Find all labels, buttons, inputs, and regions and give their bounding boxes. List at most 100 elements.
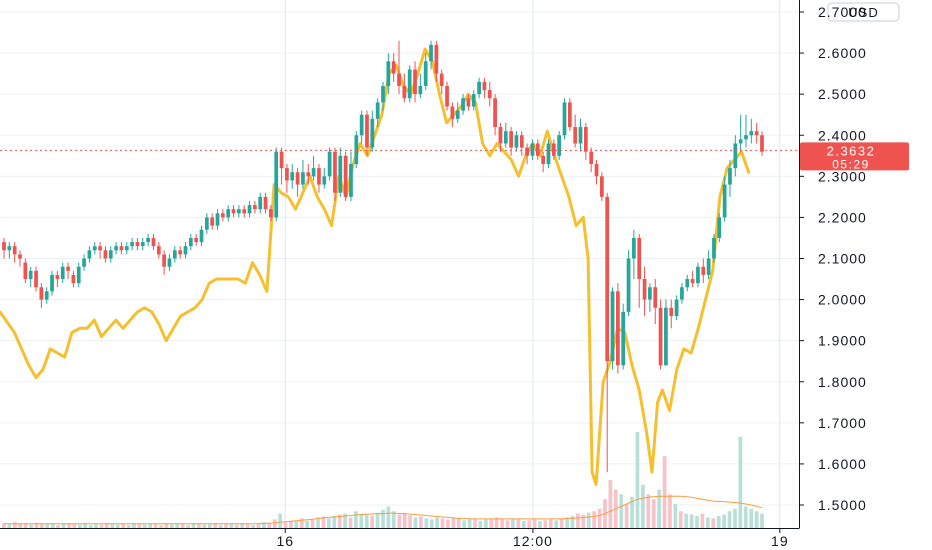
candle-90[interactable] [482, 77, 487, 99]
candle-10[interactable] [55, 270, 60, 288]
candle-134[interactable] [717, 213, 722, 243]
candle-53[interactable] [285, 164, 289, 193]
candle-61[interactable] [327, 147, 332, 181]
candle-31[interactable] [167, 254, 172, 271]
candle-136[interactable] [728, 159, 732, 197]
candle-104[interactable] [557, 131, 562, 160]
candle-114[interactable] [610, 287, 615, 370]
candle-62[interactable] [333, 147, 337, 201]
candle-50[interactable] [269, 205, 273, 222]
candle-103[interactable] [551, 139, 556, 160]
candle-85[interactable] [455, 102, 460, 123]
candle-73[interactable] [391, 53, 396, 82]
candle-74[interactable] [397, 40, 401, 95]
candle-142[interactable] [760, 131, 764, 156]
candle-36[interactable] [194, 233, 199, 247]
candle-82[interactable] [439, 69, 444, 95]
candle-42[interactable] [226, 205, 231, 222]
candle-33[interactable] [178, 246, 183, 259]
candle-55[interactable] [295, 168, 300, 197]
candle-28[interactable] [151, 233, 156, 251]
candle-6[interactable] [34, 266, 38, 292]
candle-30[interactable] [162, 250, 167, 275]
candle-78[interactable] [418, 73, 423, 99]
candle-95[interactable] [509, 127, 513, 156]
candle-47[interactable] [253, 200, 257, 214]
candle-20[interactable] [108, 246, 113, 263]
candle-21[interactable] [114, 242, 118, 255]
candle-45[interactable] [242, 205, 247, 218]
candle-69[interactable] [370, 110, 375, 152]
candle-75[interactable] [402, 73, 407, 103]
candle-14[interactable] [76, 262, 81, 288]
candle-127[interactable] [680, 283, 684, 304]
candle-138[interactable] [738, 114, 743, 152]
candle-37[interactable] [199, 225, 204, 247]
candle-67[interactable] [359, 110, 364, 144]
candle-38[interactable] [204, 213, 209, 234]
candle-129[interactable] [690, 270, 695, 288]
candle-25[interactable] [135, 237, 140, 251]
candle-88[interactable] [471, 90, 476, 111]
candle-57[interactable] [306, 164, 311, 185]
candle-128[interactable] [685, 274, 690, 292]
candle-72[interactable] [386, 53, 391, 95]
candle-79[interactable] [423, 53, 428, 91]
candle-29[interactable] [156, 242, 161, 259]
candle-107[interactable] [573, 114, 578, 148]
candle-81[interactable] [434, 40, 439, 82]
candlesticks[interactable] [2, 40, 764, 473]
candle-65[interactable] [349, 151, 353, 201]
candle-59[interactable] [317, 164, 321, 193]
candle-1[interactable] [7, 242, 12, 259]
candle-13[interactable] [71, 270, 76, 288]
candle-49[interactable] [263, 192, 268, 214]
candle-77[interactable] [413, 61, 417, 103]
candle-9[interactable] [50, 270, 54, 296]
candle-106[interactable] [567, 98, 572, 132]
candle-3[interactable] [18, 250, 22, 267]
candle-63[interactable] [338, 147, 343, 197]
time-axis[interactable]: 16 12:00 19 [276, 528, 788, 549]
candle-84[interactable] [450, 102, 455, 128]
candle-109[interactable] [583, 122, 588, 160]
candle-19[interactable] [103, 246, 108, 263]
candle-43[interactable] [231, 205, 236, 218]
candle-116[interactable] [621, 303, 626, 370]
candle-16[interactable] [87, 246, 92, 263]
candle-86[interactable] [461, 94, 465, 115]
candle-39[interactable] [210, 213, 215, 230]
candle-2[interactable] [12, 242, 17, 263]
candle-87[interactable] [466, 94, 471, 111]
candle-94[interactable] [503, 122, 508, 148]
candle-8[interactable] [44, 287, 49, 304]
candle-98[interactable] [525, 143, 529, 165]
candle-18[interactable] [98, 242, 102, 259]
candle-120[interactable] [642, 266, 647, 317]
candle-108[interactable] [578, 118, 583, 152]
candle-91[interactable] [487, 81, 492, 107]
candle-121[interactable] [648, 283, 652, 312]
candle-117[interactable] [626, 250, 631, 317]
candle-123[interactable] [658, 299, 663, 370]
candle-26[interactable] [140, 237, 145, 251]
candle-44[interactable] [237, 205, 241, 218]
candle-118[interactable] [632, 229, 636, 280]
candle-51[interactable] [274, 147, 279, 222]
candle-89[interactable] [477, 77, 481, 99]
candle-102[interactable] [546, 139, 551, 169]
candle-46[interactable] [247, 200, 252, 218]
candle-105[interactable] [562, 98, 567, 140]
candle-101[interactable] [541, 151, 546, 173]
candle-119[interactable] [637, 233, 642, 308]
candle-66[interactable] [354, 131, 359, 169]
candle-80[interactable] [429, 40, 433, 70]
candle-35[interactable] [188, 233, 193, 251]
candle-135[interactable] [722, 176, 727, 222]
candle-11[interactable] [60, 262, 65, 284]
candle-115[interactable] [616, 283, 620, 374]
candle-17[interactable] [92, 242, 97, 255]
candle-96[interactable] [514, 131, 519, 152]
candle-83[interactable] [445, 81, 449, 111]
candle-40[interactable] [215, 209, 220, 230]
